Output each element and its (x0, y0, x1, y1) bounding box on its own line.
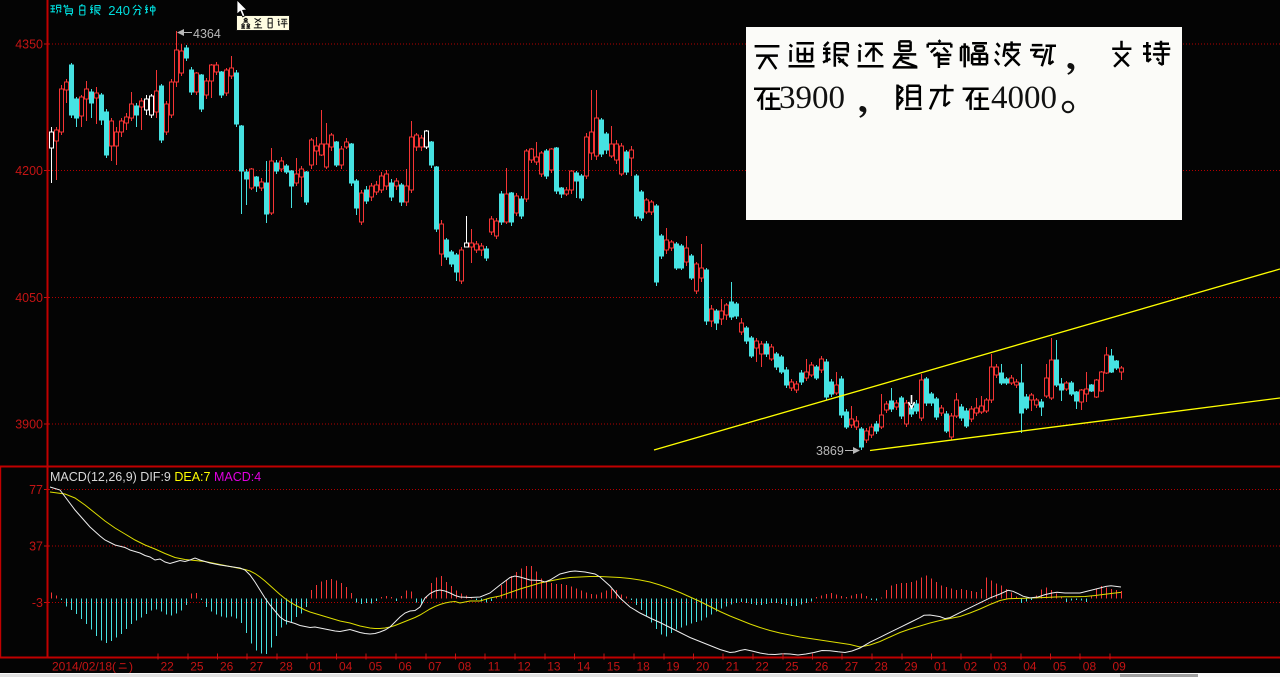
svg-text:3900: 3900 (779, 80, 845, 116)
svg-text:MACD(12,26,9) DIF:9 DEA:7 MACD: MACD(12,26,9) DIF:9 DEA:7 MACD:4 (50, 470, 261, 484)
svg-text:240: 240 (108, 3, 130, 18)
svg-text:26: 26 (220, 660, 234, 674)
svg-text:01: 01 (934, 660, 948, 674)
svg-text:4000: 4000 (991, 80, 1057, 116)
svg-text:22: 22 (756, 660, 770, 674)
svg-text:28: 28 (280, 660, 294, 674)
svg-text:2014/02/18(: 2014/02/18( (52, 660, 116, 674)
svg-text:29: 29 (904, 660, 918, 674)
svg-text:22: 22 (161, 660, 175, 674)
svg-text:05: 05 (1053, 660, 1067, 674)
svg-text:13: 13 (547, 660, 561, 674)
svg-text:18: 18 (637, 660, 651, 674)
svg-text:37: 37 (29, 540, 43, 554)
svg-text:4364: 4364 (193, 27, 221, 41)
svg-text:4200: 4200 (15, 164, 43, 178)
svg-text:28: 28 (875, 660, 889, 674)
svg-text:09: 09 (1113, 660, 1127, 674)
svg-text:77: 77 (29, 483, 43, 497)
svg-text:12: 12 (518, 660, 532, 674)
svg-text:07: 07 (428, 660, 442, 674)
svg-text:3869: 3869 (816, 444, 844, 458)
svg-text:27: 27 (250, 660, 264, 674)
svg-text:-3: -3 (32, 596, 43, 610)
svg-text:03: 03 (994, 660, 1008, 674)
svg-text:19: 19 (666, 660, 680, 674)
svg-text:08: 08 (1083, 660, 1097, 674)
svg-text:05: 05 (369, 660, 383, 674)
svg-text:4350: 4350 (15, 38, 43, 52)
svg-text:06: 06 (399, 660, 413, 674)
svg-text:26: 26 (815, 660, 829, 674)
svg-text:14: 14 (577, 660, 591, 674)
svg-text:08: 08 (458, 660, 472, 674)
svg-text:21: 21 (726, 660, 740, 674)
svg-text:4050: 4050 (15, 291, 43, 305)
svg-text:02: 02 (964, 660, 978, 674)
svg-text:04: 04 (339, 660, 353, 674)
svg-text:01: 01 (309, 660, 323, 674)
svg-text:11: 11 (488, 660, 501, 674)
svg-text:25: 25 (190, 660, 204, 674)
svg-text:15: 15 (607, 660, 621, 674)
svg-text:3900: 3900 (15, 418, 43, 432)
svg-text:20: 20 (696, 660, 710, 674)
svg-text:27: 27 (845, 660, 859, 674)
svg-text:04: 04 (1023, 660, 1037, 674)
svg-text:25: 25 (785, 660, 799, 674)
svg-text:): ) (129, 660, 133, 674)
